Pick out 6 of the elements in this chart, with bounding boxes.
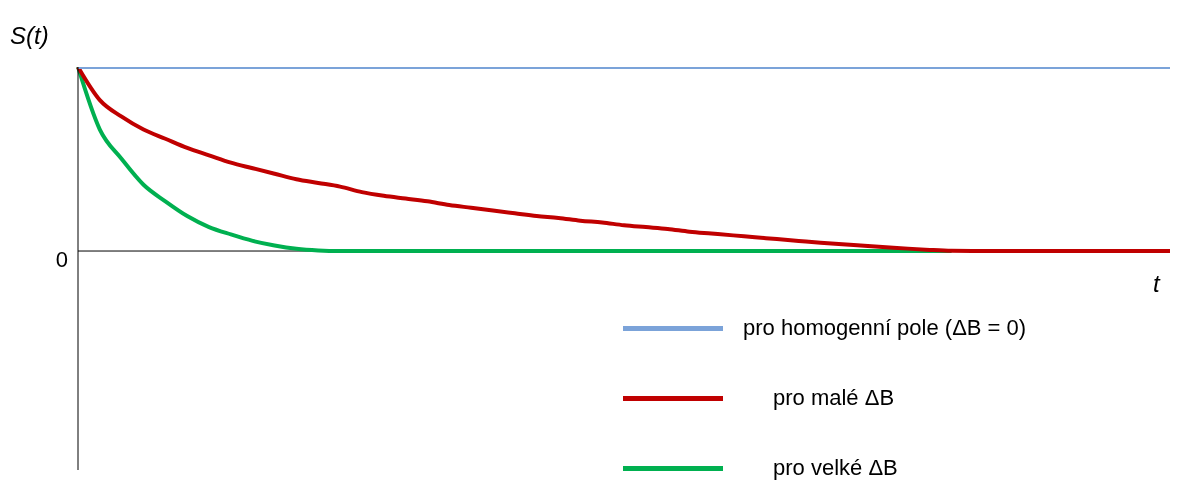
x-axis-title: t	[1153, 270, 1160, 298]
legend-label: pro velké ΔB	[773, 455, 898, 481]
legend-label: pro homogenní pole (ΔB = 0)	[743, 315, 1027, 341]
y-axis-title: S(t)	[10, 22, 49, 50]
legend-label: pro malé ΔB	[773, 385, 895, 411]
text: 0	[54, 247, 68, 274]
